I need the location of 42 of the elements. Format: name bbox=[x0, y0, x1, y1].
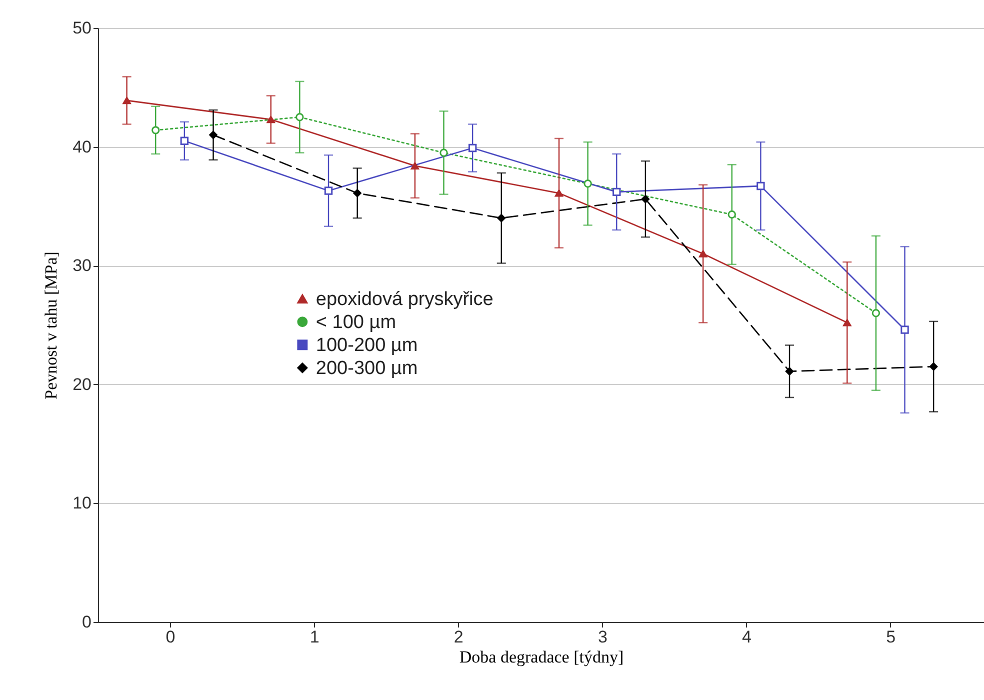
point bbox=[296, 113, 304, 122]
x-tick-label: 1 bbox=[310, 628, 320, 646]
y-tick-label: 0 bbox=[82, 612, 92, 632]
point bbox=[929, 362, 938, 371]
point bbox=[180, 136, 189, 145]
point bbox=[612, 188, 621, 196]
y-tick-label: 10 bbox=[72, 494, 92, 513]
y-tick-label: 20 bbox=[72, 374, 92, 394]
point bbox=[266, 116, 275, 124]
x-tick-label: 5 bbox=[886, 628, 896, 646]
point bbox=[468, 144, 477, 152]
point bbox=[122, 96, 131, 104]
point bbox=[353, 189, 362, 198]
y-tick-label: 40 bbox=[72, 137, 92, 156]
y-tick-label: 50 bbox=[72, 18, 92, 38]
legend-label: 200-300 µm bbox=[316, 358, 418, 379]
legend-label: < 100 µm bbox=[316, 312, 396, 333]
point bbox=[728, 210, 736, 219]
point bbox=[900, 326, 909, 334]
point bbox=[209, 130, 218, 140]
x-tick-label: 2 bbox=[454, 628, 464, 646]
point bbox=[324, 186, 333, 195]
point bbox=[584, 180, 592, 188]
point bbox=[843, 318, 852, 326]
point bbox=[497, 214, 506, 222]
x-tick-label: 3 bbox=[598, 628, 608, 646]
y-axis-title: Pevnost v tahu [MPa] bbox=[42, 252, 61, 400]
point bbox=[641, 194, 650, 204]
point bbox=[698, 250, 708, 258]
point bbox=[756, 182, 765, 190]
point bbox=[872, 309, 880, 318]
point bbox=[440, 148, 448, 157]
y-tick-label: 30 bbox=[72, 256, 92, 276]
x-axis-title: Doba degradace [týdny] bbox=[459, 648, 624, 666]
x-tick-label: 0 bbox=[166, 628, 176, 646]
point bbox=[554, 189, 564, 197]
legend-label: 100-200 µm bbox=[316, 334, 418, 356]
point bbox=[785, 367, 794, 376]
x-tick-label: 4 bbox=[742, 628, 752, 646]
point bbox=[152, 126, 160, 134]
point bbox=[410, 162, 420, 170]
legend-label: epoxidová pryskyřice bbox=[316, 288, 494, 310]
